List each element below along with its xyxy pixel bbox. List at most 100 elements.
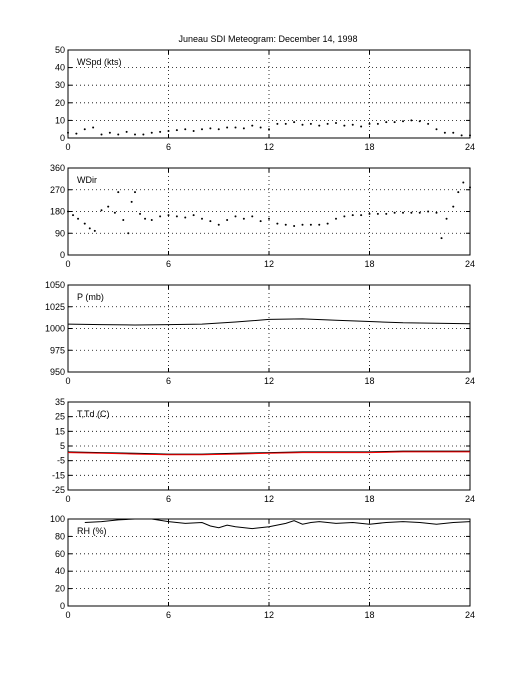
wspd-data-point xyxy=(242,127,245,130)
wspd-data-point xyxy=(293,121,296,124)
wdir-xtick-label: 24 xyxy=(465,259,475,269)
wspd-xtick-label: 18 xyxy=(364,142,374,152)
wdir-data-point xyxy=(234,215,237,218)
wdir-data-point xyxy=(242,217,245,220)
wspd-data-point xyxy=(117,133,120,136)
wspd-data-point xyxy=(360,125,363,128)
pressure-ytick-label: 1025 xyxy=(45,302,65,312)
wspd-ytick-label: 50 xyxy=(55,45,65,55)
wspd-data-point xyxy=(368,122,371,125)
rh-ytick-label: 0 xyxy=(60,601,65,611)
wdir-data-point xyxy=(427,210,430,213)
rh-ytick-label: 100 xyxy=(50,514,65,524)
wspd-data-point xyxy=(309,122,312,125)
temp-dewpoint-series-line-1 xyxy=(67,451,470,456)
figure-title: Juneau SDI Meteogram: December 14, 1998 xyxy=(178,34,357,44)
wdir-data-point xyxy=(284,223,287,226)
wdir-data-point xyxy=(192,214,195,217)
wdir-data-point xyxy=(127,232,130,235)
wspd-data-point xyxy=(83,128,86,131)
temp-dewpoint-ytick-label: 35 xyxy=(55,397,65,407)
temp-dewpoint-ytick-label: -15 xyxy=(52,470,65,480)
wspd-data-point xyxy=(175,129,178,132)
wspd-data-point xyxy=(251,124,254,127)
wdir-data-point xyxy=(376,212,379,215)
wdir-data-point xyxy=(462,181,465,184)
rh-ytick-label: 80 xyxy=(55,531,65,541)
pressure-xtick-label: 0 xyxy=(65,376,70,386)
wdir-data-point xyxy=(77,217,80,220)
wspd-data-point xyxy=(100,133,103,136)
temp-dewpoint-ytick-label: 25 xyxy=(55,412,65,422)
wspd-data-point xyxy=(276,122,279,125)
wdir-xtick-label: 12 xyxy=(264,259,274,269)
pressure-xtick-label: 6 xyxy=(166,376,171,386)
wspd-data-point xyxy=(284,122,287,125)
rh-panel-label: RH (%) xyxy=(77,526,107,536)
wdir-ytick-label: 90 xyxy=(55,228,65,238)
wdir-data-point xyxy=(144,217,147,220)
wspd-xtick-label: 24 xyxy=(465,142,475,152)
wdir-xtick-label: 0 xyxy=(65,259,70,269)
pressure-ytick-label: 950 xyxy=(50,367,65,377)
wdir-data-point xyxy=(301,223,304,226)
temp-dewpoint-panel: 0 6 12 18 24 -25 -15 -5 5 15 25 35 T,Td (C) xyxy=(52,397,475,504)
wspd-data-point xyxy=(167,129,170,132)
rh-frame xyxy=(67,518,471,607)
wdir-data-point xyxy=(452,205,455,208)
rh-xtick-label: 12 xyxy=(264,610,274,620)
wspd-data-point xyxy=(217,128,220,131)
temp-dewpoint-xtick-label: 12 xyxy=(264,494,274,504)
wdir-data-point xyxy=(259,220,262,223)
wdir-data-point xyxy=(351,214,354,217)
wspd-data-point xyxy=(209,127,212,130)
wdir-data-point xyxy=(150,218,153,221)
rh-xtick-label: 24 xyxy=(465,610,475,620)
pressure-xtick-label: 12 xyxy=(264,376,274,386)
pressure-series-line-0 xyxy=(67,318,471,326)
wdir-data-point xyxy=(335,217,337,220)
wdir-data-point xyxy=(445,217,448,220)
wspd-data-point xyxy=(335,122,337,125)
wdir-ytick-label: 270 xyxy=(50,185,65,195)
wdir-panel-label: WDir xyxy=(77,175,97,185)
wdir-data-point xyxy=(130,200,133,203)
wspd-data-point xyxy=(460,134,463,137)
pressure-xtick-label: 18 xyxy=(364,376,374,386)
wdir-data-point xyxy=(67,210,69,213)
wspd-xtick-label: 12 xyxy=(264,142,274,152)
rh-ytick-label: 40 xyxy=(55,566,65,576)
wdir-data-point xyxy=(251,215,254,218)
wspd-ytick-label: 10 xyxy=(55,115,65,125)
wspd-data-point xyxy=(351,123,354,126)
rh-xtick-label: 6 xyxy=(166,610,171,620)
wdir-data-point xyxy=(402,211,404,214)
wspd-data-point xyxy=(427,122,430,125)
temp-dewpoint-ytick-label: -25 xyxy=(52,485,65,495)
wspd-data-point xyxy=(385,121,388,124)
wspd-xtick-label: 0 xyxy=(65,142,70,152)
wspd-xtick-label: 6 xyxy=(166,142,171,152)
wspd-data-point xyxy=(469,134,471,137)
wdir-data-point xyxy=(117,191,120,194)
wdir-data-point xyxy=(175,215,178,218)
wdir-data-point xyxy=(318,223,321,226)
wspd-panel-label: WSpd (kts) xyxy=(77,57,122,67)
wdir-data-point xyxy=(440,237,443,240)
wspd-data-point xyxy=(326,122,329,125)
wspd-data-point xyxy=(268,128,270,131)
wdir-data-point xyxy=(309,223,312,226)
wspd-data-point xyxy=(259,126,262,129)
wspd-data-point xyxy=(301,123,304,126)
rh-ytick-label: 60 xyxy=(55,549,65,559)
wdir-data-point xyxy=(122,218,125,221)
wdir-data-point xyxy=(139,212,142,215)
wspd-ytick-label: 20 xyxy=(55,98,65,108)
wspd-data-point xyxy=(142,133,145,136)
wspd-data-point xyxy=(393,121,396,124)
wdir-data-point xyxy=(107,205,110,208)
wspd-data-point xyxy=(201,128,203,131)
wspd-data-point xyxy=(402,120,404,123)
